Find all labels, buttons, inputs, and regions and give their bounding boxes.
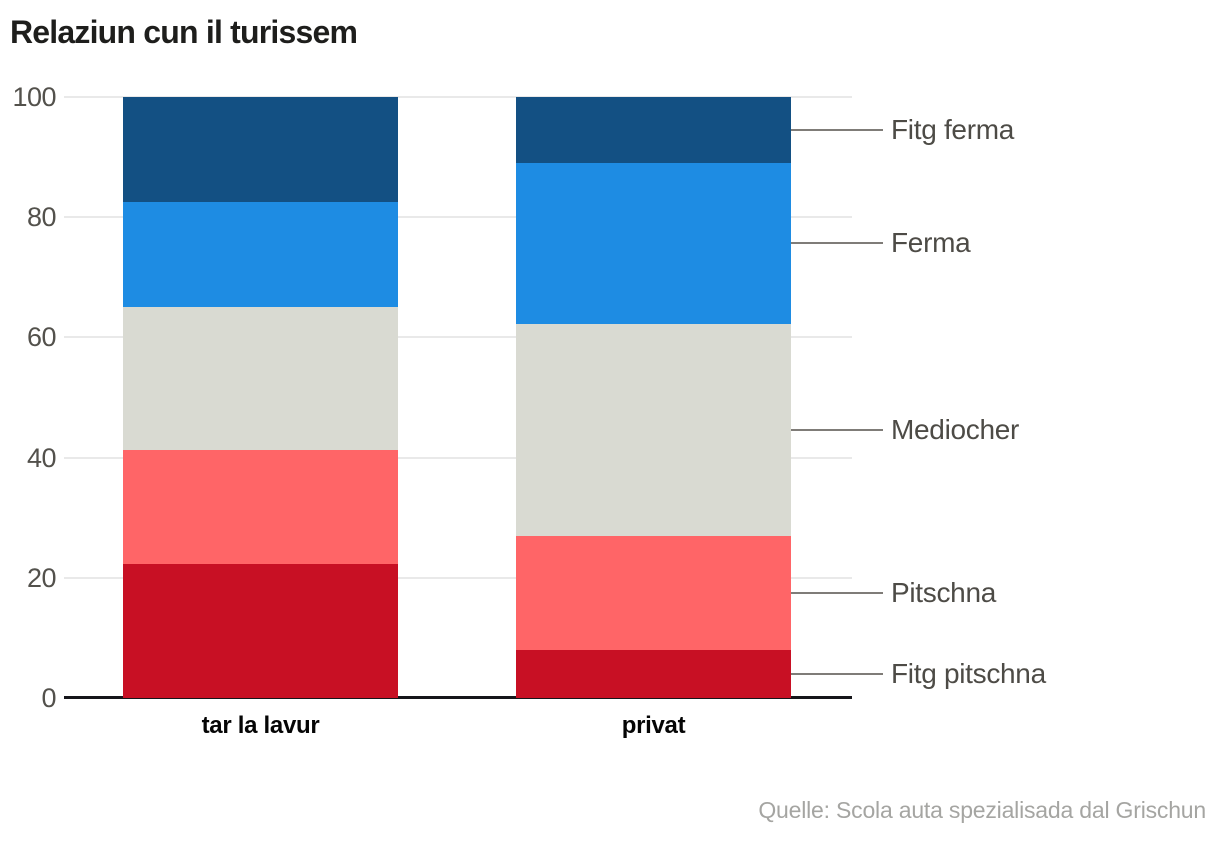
- bar-segment-fitg-pitschna: [123, 563, 398, 698]
- series-label-ferma: Ferma: [891, 227, 971, 259]
- bar-segment-mediocher: [516, 323, 791, 536]
- bar-segment-mediocher: [123, 306, 398, 450]
- y-tick-label: 20: [26, 562, 57, 593]
- chart-title: Relaziun cun il turissem: [10, 14, 358, 50]
- y-tick-label: 40: [26, 442, 57, 473]
- gridline: [64, 216, 852, 219]
- gridline: [64, 456, 852, 459]
- series-label-pitschna: Pitschna: [891, 576, 996, 608]
- bar-segment-pitschna: [123, 449, 398, 564]
- leader-line-mediocher: [791, 428, 883, 431]
- series-label-mediocher: Mediocher: [891, 413, 1020, 445]
- leader-line-fitg-pitschna: [791, 672, 883, 675]
- x-axis-line: [64, 696, 852, 699]
- leader-line-pitschna: [791, 591, 883, 594]
- gridline: [64, 576, 852, 579]
- bar-segment-ferma: [123, 202, 398, 307]
- x-axis-label-2: privat: [621, 712, 686, 739]
- y-tick-label: 0: [41, 683, 56, 713]
- source-note: Quelle: Scola auta spezialisada dal Gris…: [758, 797, 1206, 823]
- gridline: [64, 96, 852, 98]
- bar-segment-pitschna: [516, 535, 791, 650]
- y-tick-label: 100: [12, 82, 56, 112]
- x-axis-label-1: tar la lavur: [201, 712, 320, 739]
- y-tick-label: 60: [26, 322, 57, 353]
- leader-line-fitg-ferma: [791, 129, 883, 132]
- bar-segment-fitg-ferma: [123, 97, 398, 203]
- y-tick-label: 80: [26, 202, 57, 233]
- gridline: [64, 336, 852, 339]
- bar-segment-ferma: [516, 163, 791, 324]
- series-label-fitg-ferma: Fitg ferma: [891, 114, 1015, 146]
- leader-line-ferma: [791, 242, 883, 245]
- series-label-fitg-pitschna: Fitg pitschna: [891, 657, 1046, 689]
- bar-segment-fitg-pitschna: [516, 649, 791, 698]
- bar-segment-fitg-ferma: [516, 97, 791, 164]
